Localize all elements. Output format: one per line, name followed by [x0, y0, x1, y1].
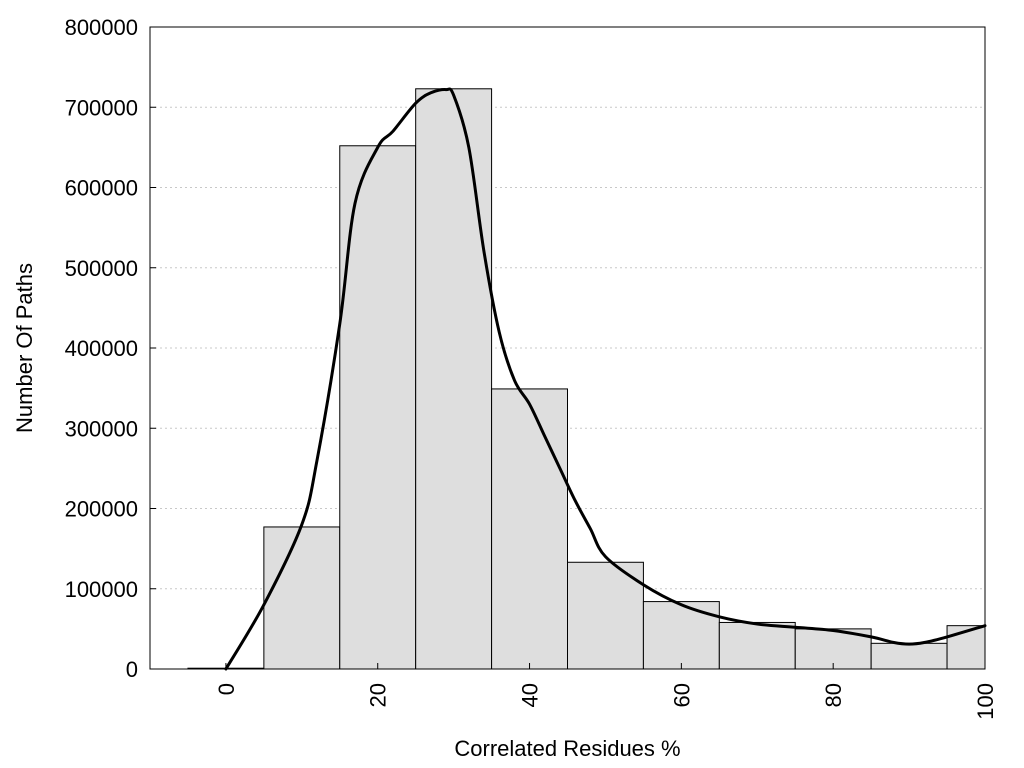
histogram-bar-6: [642, 601, 720, 670]
histogram-bar-2: [339, 145, 417, 670]
y-tick-label-8: 800000: [65, 15, 138, 40]
y-tick-label-3: 300000: [65, 416, 138, 441]
x-tick-label-3: 60: [669, 683, 694, 707]
y-tick-label-0: 0: [126, 657, 138, 682]
y-tick-label-7: 700000: [65, 95, 138, 120]
x-axis-label: Correlated Residues %: [454, 736, 680, 761]
histogram-bar-7: [718, 621, 796, 670]
x-tick-label-5: 100: [973, 683, 998, 720]
grid-lines: [150, 106, 985, 590]
y-tick-label-2: 200000: [65, 497, 138, 522]
x-axis-ticks: 0 20 40 60 80 100: [214, 663, 998, 720]
x-tick-label-1: 20: [366, 683, 391, 707]
x-tick-label-4: 80: [821, 683, 846, 707]
histogram-bar-3: [415, 88, 493, 670]
x-tick-label-2: 40: [518, 683, 543, 707]
y-tick-label-6: 600000: [65, 176, 138, 201]
y-axis-label: Number Of Paths: [12, 263, 37, 433]
histogram-bar-1: [263, 526, 341, 670]
histogram-bar-9: [870, 642, 948, 670]
density-curve: [224, 87, 987, 671]
x-tick-label-0: 0: [214, 683, 239, 695]
y-tick-label-4: 400000: [65, 336, 138, 361]
y-axis-ticks: 0 100000 200000 300000 400000 500000 600000 700…: [65, 15, 156, 682]
y-tick-label-5: 500000: [65, 256, 138, 281]
histogram-bars: [187, 88, 986, 670]
y-tick-label-1: 100000: [65, 577, 138, 602]
histogram-bar-4: [491, 388, 568, 670]
